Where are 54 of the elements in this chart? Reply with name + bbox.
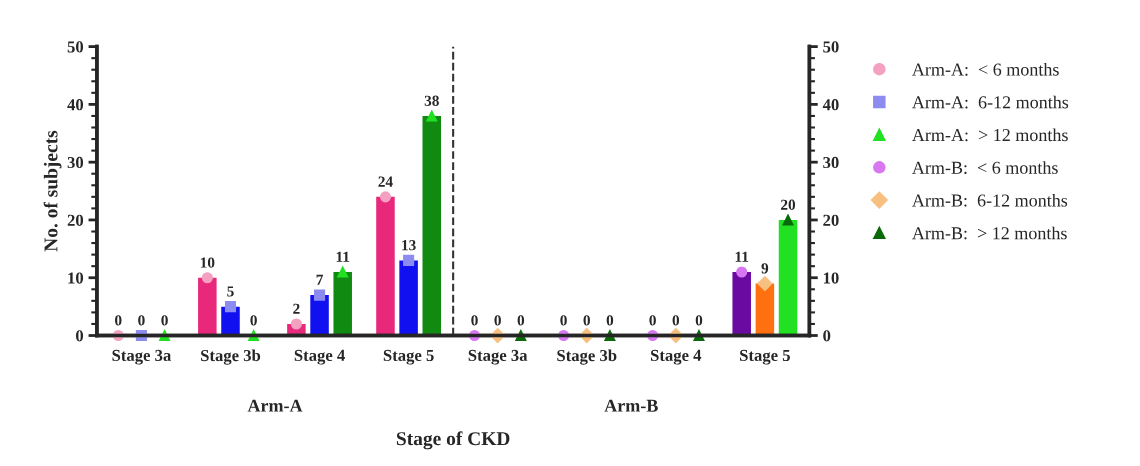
y-tick-label: 50: [67, 41, 84, 53]
y-tick-label: 20: [67, 214, 84, 226]
y2-tick-label: 0: [823, 330, 831, 342]
x-tick-label: Stage 5: [383, 349, 434, 365]
data-label: 0: [471, 315, 478, 326]
legend-label: Arm-B: > 12 months: [912, 226, 1067, 240]
x-tick-label: Stage 4: [294, 349, 345, 365]
data-label: 10: [200, 257, 215, 268]
legend-label: Arm-B: 6-12 months: [912, 193, 1068, 207]
data-label: 0: [672, 315, 680, 326]
x-tick-label: Stage 3a: [468, 349, 528, 365]
data-label: 24: [378, 176, 393, 187]
data-label: 2: [293, 303, 300, 314]
y2-tick-label: 10: [823, 272, 839, 284]
data-label: 0: [115, 315, 122, 326]
data-label: 7: [316, 274, 323, 285]
x-tick-label: Stage 3a: [112, 349, 172, 365]
data-label: 5: [227, 286, 234, 297]
legend-label: Arm-A: 6-12 months: [912, 95, 1069, 109]
data-label: 0: [138, 315, 145, 326]
data-label: 20: [781, 199, 796, 210]
y2-tick-label: 20: [823, 214, 839, 226]
data-label: 11: [735, 251, 749, 262]
y-tick-label: 10: [68, 272, 84, 284]
data-label: 13: [402, 240, 416, 251]
data-label: 0: [695, 315, 703, 326]
legend-label: Arm-A: > 12 months: [912, 128, 1068, 142]
x-tick-label: Stage 4: [651, 349, 702, 365]
x-tick-label: Stage 5: [740, 349, 790, 365]
x-tick-label: Stage 3b: [557, 349, 617, 365]
y-tick-label: 30: [67, 156, 84, 169]
y-tick-label: 40: [67, 99, 84, 111]
y-axis-title: No. of subjects: [43, 130, 62, 252]
y2-tick-label: 30: [823, 156, 839, 169]
data-label: 0: [583, 315, 590, 326]
data-label: 11: [336, 251, 350, 262]
y2-tick-label: 40: [822, 99, 839, 111]
data-label: 38: [424, 95, 439, 106]
legend-label: Arm-B: < 6 months: [912, 161, 1058, 174]
data-label: 9: [761, 263, 769, 274]
text: Arm-B: [604, 399, 658, 412]
y-tick-label: 0: [76, 330, 84, 342]
data-label: 0: [517, 315, 525, 326]
data-label: 0: [649, 315, 656, 326]
data-label: 0: [161, 315, 168, 326]
x-tick-label: Stage 3b: [201, 349, 261, 365]
data-label: 0: [606, 315, 614, 326]
data-label: 0: [560, 315, 567, 326]
text: Arm-A: [247, 399, 303, 412]
y2-tick-label: 50: [823, 41, 839, 53]
legend-label: Arm-A: < 6 months: [912, 62, 1059, 76]
x-axis-title: Stage of CKD: [396, 431, 510, 450]
data-label: 0: [494, 315, 501, 326]
data-label: 0: [250, 315, 257, 326]
